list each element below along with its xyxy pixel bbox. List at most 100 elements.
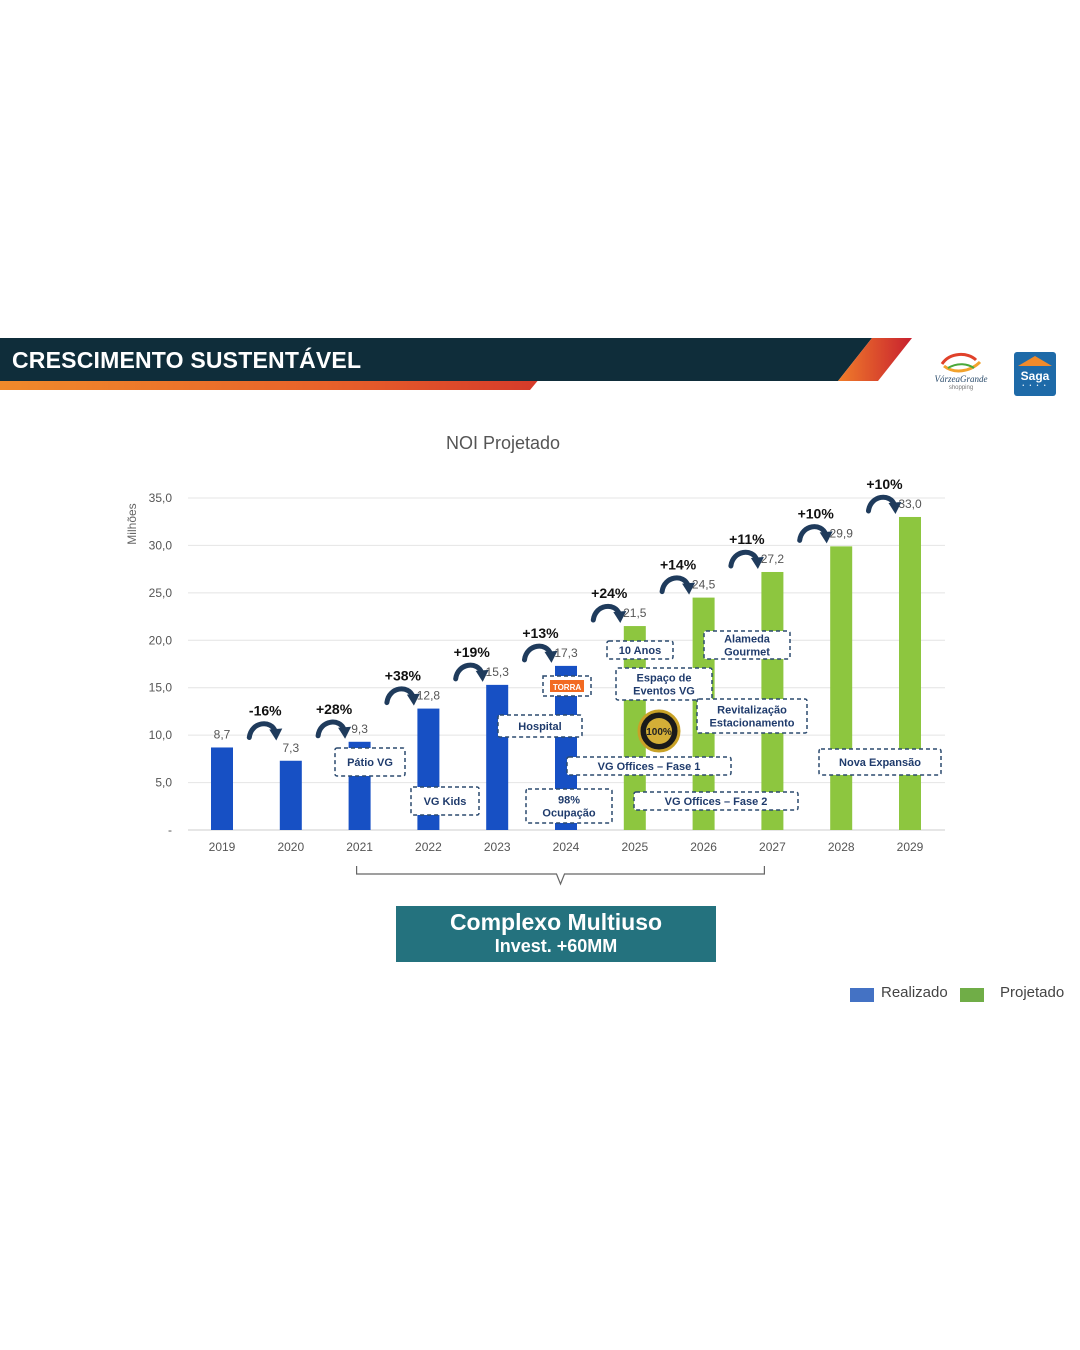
y-tick-label: 35,0 <box>149 491 173 505</box>
x-tick-label: 2026 <box>690 840 717 854</box>
y-tick-label: 15,0 <box>149 681 173 695</box>
torra-logo-text: TORRA <box>553 683 582 692</box>
data-label: 21,5 <box>623 606 647 620</box>
x-tick-label: 2023 <box>484 840 511 854</box>
badge-100-inner <box>646 718 672 744</box>
x-tick-label: 2019 <box>209 840 236 854</box>
annotation-text: Eventos VG <box>633 686 695 698</box>
annotation-text: Hospital <box>518 721 561 733</box>
growth-arrowhead-icon <box>750 556 764 569</box>
x-tick-label: 2029 <box>897 840 924 854</box>
growth-label: -16% <box>249 702 282 718</box>
growth-label: +24% <box>591 585 628 601</box>
growth-label: +11% <box>729 531 765 547</box>
annotation-text: Nova Expansão <box>839 757 921 769</box>
annotation-box <box>410 786 480 816</box>
annotation-text: Revitalização <box>717 705 787 717</box>
legend-realizado-swatch <box>850 988 874 1002</box>
header-banner <box>0 338 912 390</box>
data-label: 17,3 <box>554 646 578 660</box>
growth-arrowhead-icon <box>475 669 489 682</box>
growth-label: +13% <box>522 625 559 641</box>
growth-arrow-icon <box>384 686 416 706</box>
legend-realizado-label: Realizado <box>881 984 948 1001</box>
growth-arrow-icon <box>865 494 897 514</box>
bar <box>279 760 302 830</box>
growth-arrow-icon <box>521 643 553 663</box>
data-label: 33,0 <box>898 497 922 511</box>
y-tick-label: 30,0 <box>149 538 173 552</box>
growth-arrow-icon <box>590 603 622 623</box>
growth-label: +14% <box>660 557 697 573</box>
growth-arrowhead-icon <box>338 726 352 739</box>
varzea-grande-sub: shopping <box>948 385 974 391</box>
data-label: 12,8 <box>417 689 441 703</box>
saga-sub: • • • • <box>1022 383 1048 389</box>
growth-arrow-icon <box>797 524 829 543</box>
growth-arrow-icon <box>246 721 278 740</box>
multiuso-bracket <box>356 866 765 886</box>
varzea-grande-logo: VárzeaGrande shopping <box>928 350 994 396</box>
growth-arrowhead-icon <box>406 693 420 706</box>
chart-title: NOI Projetado <box>445 433 561 453</box>
growth-arrowhead-icon <box>613 611 627 624</box>
growth-arrow-icon <box>728 549 760 569</box>
annotation-box <box>615 667 713 701</box>
saga-roof-icon <box>1018 356 1052 366</box>
growth-arrow-icon <box>659 575 691 595</box>
growth-label: +38% <box>385 668 422 684</box>
saga-name: Saga <box>1020 369 1050 383</box>
y-tick-label: 5,0 <box>155 776 172 790</box>
x-tick-label: 2024 <box>553 840 580 854</box>
annotation-text: VG Kids <box>424 796 467 808</box>
annotation-text: 10 Anos <box>619 645 661 657</box>
y-tick-label: 20,0 <box>149 633 173 647</box>
growth-label: +28% <box>316 701 353 717</box>
annotation-box <box>818 748 942 776</box>
annotation-text: VG Offices – Fase 1 <box>598 761 701 773</box>
complexo-multiuso-investment: Invest. +60MM <box>494 936 618 956</box>
annotation-text: Espaço de <box>636 673 691 685</box>
x-tick-label: 2020 <box>277 840 304 854</box>
annotation-text: Gourmet <box>724 647 770 659</box>
growth-label: +10% <box>866 476 903 492</box>
growth-arrowhead-icon <box>888 501 902 514</box>
growth-arrowhead-icon <box>819 531 833 544</box>
legend-projetado-label: Projetado <box>1000 984 1065 1001</box>
growth-arrowhead-icon <box>682 582 696 595</box>
page-title: CRESCIMENTO SUSTENTÁVEL <box>12 347 362 373</box>
annotation-box <box>566 756 732 776</box>
x-tick-label: 2025 <box>621 840 648 854</box>
data-label: 15,3 <box>486 665 510 679</box>
data-label: 27,2 <box>761 552 785 566</box>
growth-arrowhead-icon <box>544 650 558 663</box>
y-tick-label: 25,0 <box>149 586 173 600</box>
annotation-text: VG Offices – Fase 2 <box>665 796 768 808</box>
complexo-multiuso-title: Complexo Multiuso <box>449 909 663 935</box>
annotation-text: Estacionamento <box>710 718 795 730</box>
annotation-text: Alameda <box>724 634 771 646</box>
legend-projetado-swatch <box>960 988 984 1002</box>
x-tick-label: 2021 <box>346 840 373 854</box>
noi-bar-chart: - 5,0 10,0 15,0 20,0 25,0 30,0 35,0 8,7 2019 7,3 20… <box>149 476 945 886</box>
data-label: 29,9 <box>830 526 854 540</box>
growth-arrow-icon <box>315 719 347 739</box>
bar <box>211 747 233 830</box>
annotation-box <box>525 788 613 824</box>
badge-100-text: 100% <box>646 727 672 738</box>
annotation-box <box>606 640 674 660</box>
growth-label: +19% <box>454 644 491 660</box>
data-label: 24,5 <box>692 578 716 592</box>
complexo-multiuso-box: Complexo Multiuso Invest. +60MM <box>396 906 716 962</box>
growth-label: +10% <box>798 505 835 521</box>
annotation-box <box>497 714 583 738</box>
annotation-text: 98% <box>558 795 580 807</box>
y-tick-label: - <box>168 823 172 837</box>
varzea-grande-name: VárzeaGrande <box>934 374 988 384</box>
torra-logo <box>550 680 584 692</box>
annotation-box <box>696 698 808 734</box>
data-label: 7,3 <box>282 741 299 755</box>
saga-logo: Saga • • • • <box>1014 352 1056 396</box>
header-dark-band <box>0 338 872 381</box>
